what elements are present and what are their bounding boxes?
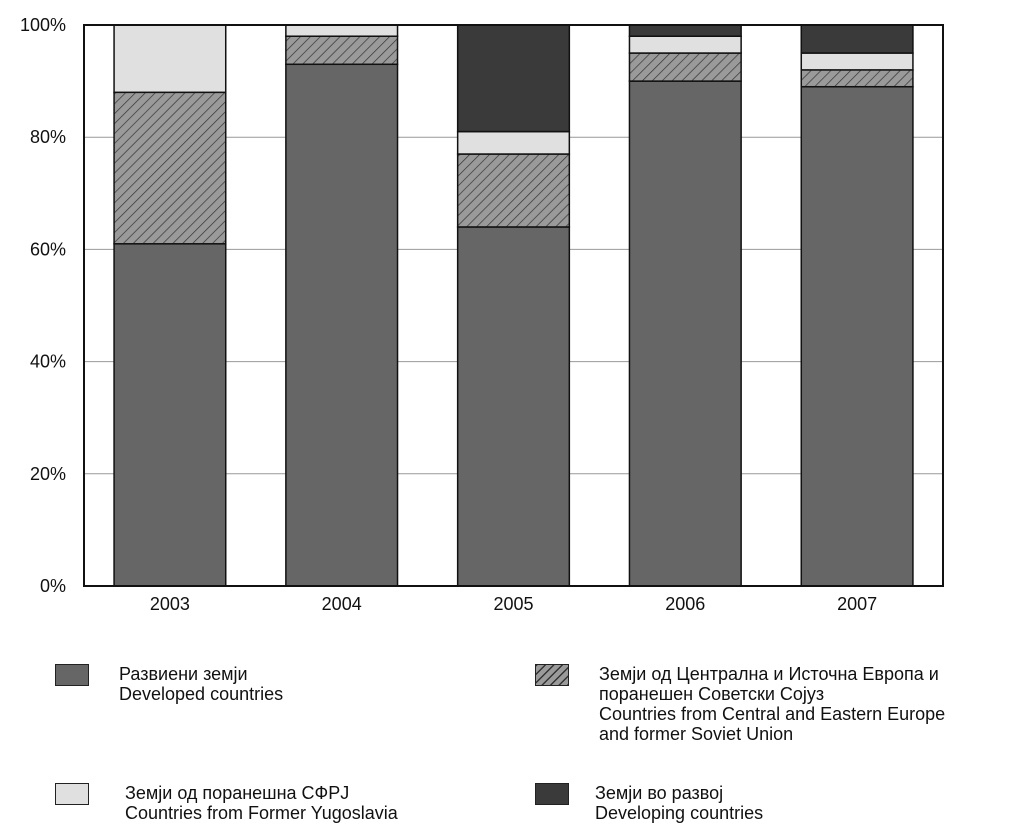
x-tick-label: 2004: [322, 594, 362, 614]
legend-line: Countries from Former Yugoslavia: [125, 803, 398, 823]
legend-swatch-yugo: [55, 783, 89, 805]
y-tick-label: 80%: [30, 127, 66, 147]
legend-line: Countries from Central and Eastern Europ…: [599, 704, 946, 724]
y-tick-label: 20%: [30, 464, 66, 484]
legend-line: Земји од Централна и Источна Европа и: [599, 664, 939, 684]
y-tick-label: 0%: [40, 576, 66, 596]
x-tick-labels: 2003 2004 2005 2006 2007: [150, 594, 877, 614]
legend-item-developing: Земји во развој Developing countries: [535, 783, 763, 823]
bar-segment-developing-2006: [628, 24, 742, 37]
legend-line: Развиени земји: [119, 664, 248, 684]
bar-segment-yugo-2006: [628, 35, 742, 54]
bar-segment-cee-2005: [456, 153, 571, 228]
legend-label-yugo: Земји од поранешна СФРЈ Countries from F…: [125, 783, 398, 823]
stacked-bar-chart: 0% 20% 40% 60% 80% 100% 2003 2004 2005 2006 2007: [20, 15, 944, 614]
bar-segment-developed-2006: [628, 80, 742, 587]
legend-item-yugo: Земји од поранешна СФРЈ Countries from F…: [55, 783, 398, 823]
bar-segment-developed-2005: [456, 226, 571, 587]
bars: [113, 24, 914, 587]
legend-line: Земји од поранешна СФРЈ: [125, 783, 350, 803]
bar-segment-developed-2004: [285, 63, 399, 587]
legend-label-developed: Развиени земји Developed countries: [119, 664, 283, 704]
legend-swatch-cee: [535, 664, 569, 686]
y-tick-labels: 0% 20% 40% 60% 80% 100%: [20, 15, 66, 596]
bar-segment-developed-2007: [800, 85, 914, 587]
legend-label-cee: Земји од Централна и Источна Европа и по…: [599, 664, 945, 744]
bar-segment-yugo-2004: [285, 24, 399, 37]
x-tick-label: 2003: [150, 594, 190, 614]
bar-segment-developing-2005: [456, 24, 571, 133]
x-tick-label: 2007: [837, 594, 877, 614]
legend-line: Developed countries: [119, 684, 284, 704]
legend-swatch-developing: [535, 783, 569, 805]
legend-item-cee: Земји од Централна и Источна Европа и по…: [535, 664, 945, 744]
plot-frame: [83, 24, 944, 587]
y-tick-label: 100%: [20, 15, 66, 35]
legend-label-developing: Земји во развој Developing countries: [595, 783, 763, 823]
bar-segment-cee-2003: [113, 91, 227, 245]
legend-line: поранешен Советски Сојуз: [599, 684, 825, 704]
bar-segment-yugo-2005: [456, 130, 571, 155]
x-tick-label: 2005: [493, 594, 533, 614]
legend-line: and former Soviet Union: [599, 724, 794, 744]
legend-item-developed: Развиени земји Developed countries: [55, 664, 283, 704]
y-tick-label: 60%: [30, 239, 66, 259]
bar-segment-cee-2007: [800, 69, 914, 88]
bar-segment-cee-2006: [628, 52, 742, 82]
legend-swatch-developed: [55, 664, 89, 686]
bar-segment-developing-2007: [800, 24, 914, 54]
legend-line: Developing countries: [595, 803, 764, 823]
legend-line: Земји во развој: [595, 783, 724, 803]
bar-segment-yugo-2003: [113, 24, 227, 94]
bar-segment-developed-2003: [113, 243, 227, 587]
bar-segment-cee-2004: [285, 35, 399, 66]
x-tick-label: 2006: [665, 594, 705, 614]
y-tick-label: 40%: [30, 352, 66, 372]
bar-segment-yugo-2007: [800, 52, 914, 71]
